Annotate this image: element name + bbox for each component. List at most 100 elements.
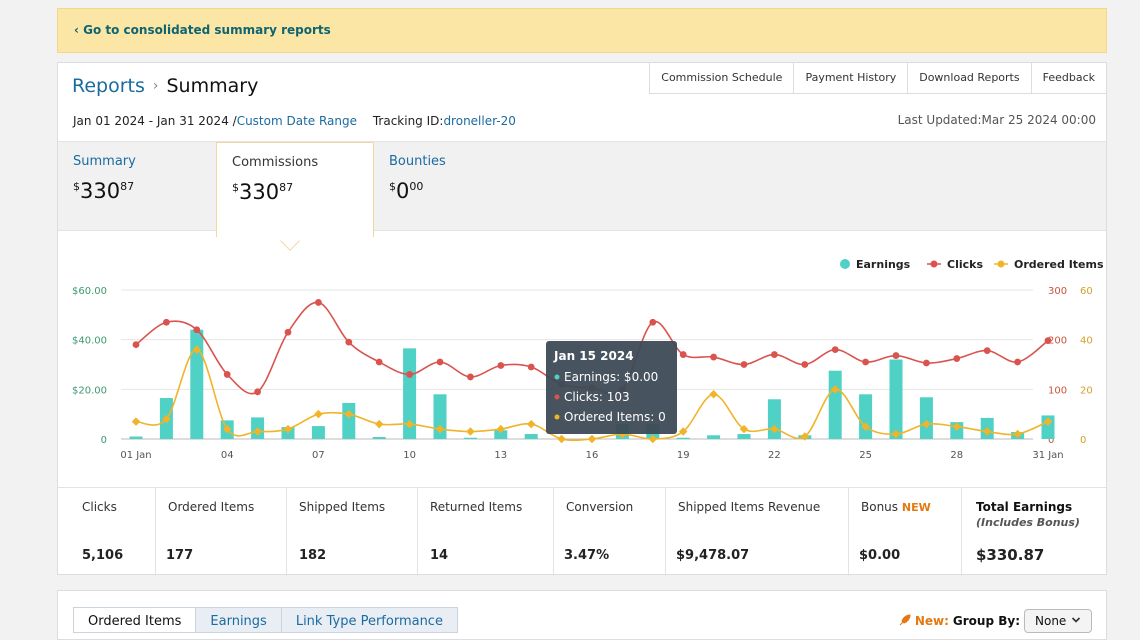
group-by-value: None xyxy=(1035,614,1067,628)
group-by-new-label: New: xyxy=(914,614,949,628)
stat-conversion-label: Conversion xyxy=(566,500,634,514)
stat-bonus-label: Bonus NEW xyxy=(861,500,931,514)
clicks-point xyxy=(315,299,322,306)
ordered-point xyxy=(344,409,354,419)
ordered-point xyxy=(374,419,384,429)
x-tick-label: 28 xyxy=(950,450,963,461)
stat-returned-value: 14 xyxy=(430,548,449,563)
clicks-point xyxy=(649,318,657,326)
clicks-point xyxy=(467,373,474,381)
y-left-tick: $20.00 xyxy=(72,385,107,396)
clicks-point xyxy=(771,351,778,358)
custom-date-range-link[interactable]: Custom Date Range xyxy=(236,114,358,128)
ordered-point xyxy=(314,409,323,419)
stat-returned: Returned Items 14 xyxy=(418,488,554,576)
clicks-point xyxy=(375,358,383,366)
ordered-point xyxy=(162,414,171,424)
stat-conversion: Conversion 3.47% xyxy=(554,488,666,576)
legend-earnings-marker xyxy=(840,259,850,269)
clicks-point xyxy=(1014,358,1021,366)
payment-history-link[interactable]: Payment History xyxy=(794,62,909,94)
clicks-point xyxy=(132,341,140,349)
commission-schedule-link[interactable]: Commission Schedule xyxy=(649,62,795,94)
x-tick-label: 25 xyxy=(859,450,872,461)
earnings-bar xyxy=(403,348,417,439)
stat-clicks-label: Clicks xyxy=(82,500,117,514)
tab-ordered-items[interactable]: Ordered Items xyxy=(73,607,197,633)
tab-summary[interactable]: Summary $33087 xyxy=(58,142,216,232)
x-tick-label: 19 xyxy=(677,450,690,461)
stat-total: Total Earnings (Includes Bonus) $330.87 xyxy=(962,488,1106,576)
earnings-bar xyxy=(494,430,508,439)
earnings-bar xyxy=(859,394,873,439)
clicks-point xyxy=(254,388,261,396)
tab-bounties[interactable]: Bounties $000 xyxy=(374,142,532,232)
legend-label: Clicks xyxy=(947,258,983,271)
earnings-bar xyxy=(129,436,143,439)
ordered-point xyxy=(405,419,414,429)
earnings-bar xyxy=(463,437,477,439)
ordered-point xyxy=(131,417,141,426)
ordered-point xyxy=(466,427,475,436)
earnings-bar xyxy=(311,426,325,439)
ordered-point xyxy=(648,434,658,444)
earnings-bar xyxy=(919,397,933,439)
earnings-bar xyxy=(342,402,356,439)
tab-bounties-label: Bounties xyxy=(389,154,446,169)
clicks-point xyxy=(740,361,748,368)
clicks-point xyxy=(862,358,869,366)
rocket-icon xyxy=(898,613,912,630)
download-reports-link[interactable]: Download Reports xyxy=(908,62,1032,94)
tab-link-type-performance[interactable]: Link Type Performance xyxy=(281,607,458,633)
stat-revenue-value: $9,478.07 xyxy=(676,548,750,563)
consolidated-reports-link[interactable]: ‹ Go to consolidated summary reports xyxy=(74,23,331,37)
tab-summary-amount: $33087 xyxy=(73,179,135,203)
stat-shipped: Shipped Items 182 xyxy=(287,488,418,576)
y-right-ordered-tick: 40 xyxy=(1080,336,1093,347)
tracking-id-link[interactable]: droneller-20 xyxy=(443,114,516,128)
tooltip-bullet xyxy=(554,374,560,380)
tooltip-line: Earnings: $0.00 xyxy=(564,370,658,384)
feedback-link[interactable]: Feedback xyxy=(1031,62,1107,94)
stat-revenue: Shipped Items Revenue $9,478.07 xyxy=(666,488,849,576)
y-left-tick: $40.00 xyxy=(72,336,107,347)
legend-label: Earnings xyxy=(856,258,911,271)
stat-clicks-value: 5,106 xyxy=(82,548,124,563)
clicks-point xyxy=(223,371,231,378)
y-right-clicks-tick: 100 xyxy=(1048,385,1067,396)
legend-marker-dot xyxy=(930,260,938,268)
ordered-point xyxy=(709,390,718,399)
summary-card: Reports › Summary Commission Schedule Paym… xyxy=(57,62,1107,576)
stat-total-value: $330.87 xyxy=(976,546,1045,564)
legend-marker-dot xyxy=(997,260,1005,268)
x-tick-label: 10 xyxy=(403,450,416,461)
ordered-point xyxy=(587,434,597,444)
stat-ordered: Ordered Items 177 xyxy=(156,488,287,576)
tab-earnings[interactable]: Earnings xyxy=(196,607,282,633)
group-by-label: Group By: xyxy=(952,614,1020,628)
tooltip-bullet xyxy=(554,414,560,420)
group-by-select[interactable]: None xyxy=(1024,609,1092,633)
breadcrumb-reports-link[interactable]: Reports xyxy=(72,75,145,97)
y-right-clicks-tick: 0 xyxy=(1048,435,1054,446)
clicks-point xyxy=(527,363,535,371)
stat-total-label: Total Earnings xyxy=(976,500,1073,514)
summary-tabs: Summary $33087 Commissions $33087 Bounti… xyxy=(58,141,1106,237)
x-tick-label: 16 xyxy=(586,450,599,461)
chart-svg: Earnings Clicks Ordered Items $60.00 300 60 $4… xyxy=(72,258,1104,461)
clicks-point xyxy=(193,326,201,334)
breadcrumb: Reports › Summary xyxy=(72,75,258,97)
ordered-point xyxy=(922,419,931,429)
tab-commissions[interactable]: Commissions $33087 xyxy=(216,142,374,237)
y-left-tick: $60.00 xyxy=(72,286,107,297)
ordered-point xyxy=(496,424,506,434)
ordered-point xyxy=(557,434,566,444)
date-range-text: Jan 01 2024 - Jan 31 2024 / xyxy=(73,114,237,128)
earnings-chart: Earnings Clicks Ordered Items $60.00 300 60 $4… xyxy=(58,231,1106,487)
tooltip-line: Clicks: 103 xyxy=(564,390,630,404)
stat-shipped-value: 182 xyxy=(299,548,327,563)
clicks-point xyxy=(923,359,930,367)
stat-conversion-value: 3.47% xyxy=(564,548,610,563)
ordered-point xyxy=(222,424,232,434)
